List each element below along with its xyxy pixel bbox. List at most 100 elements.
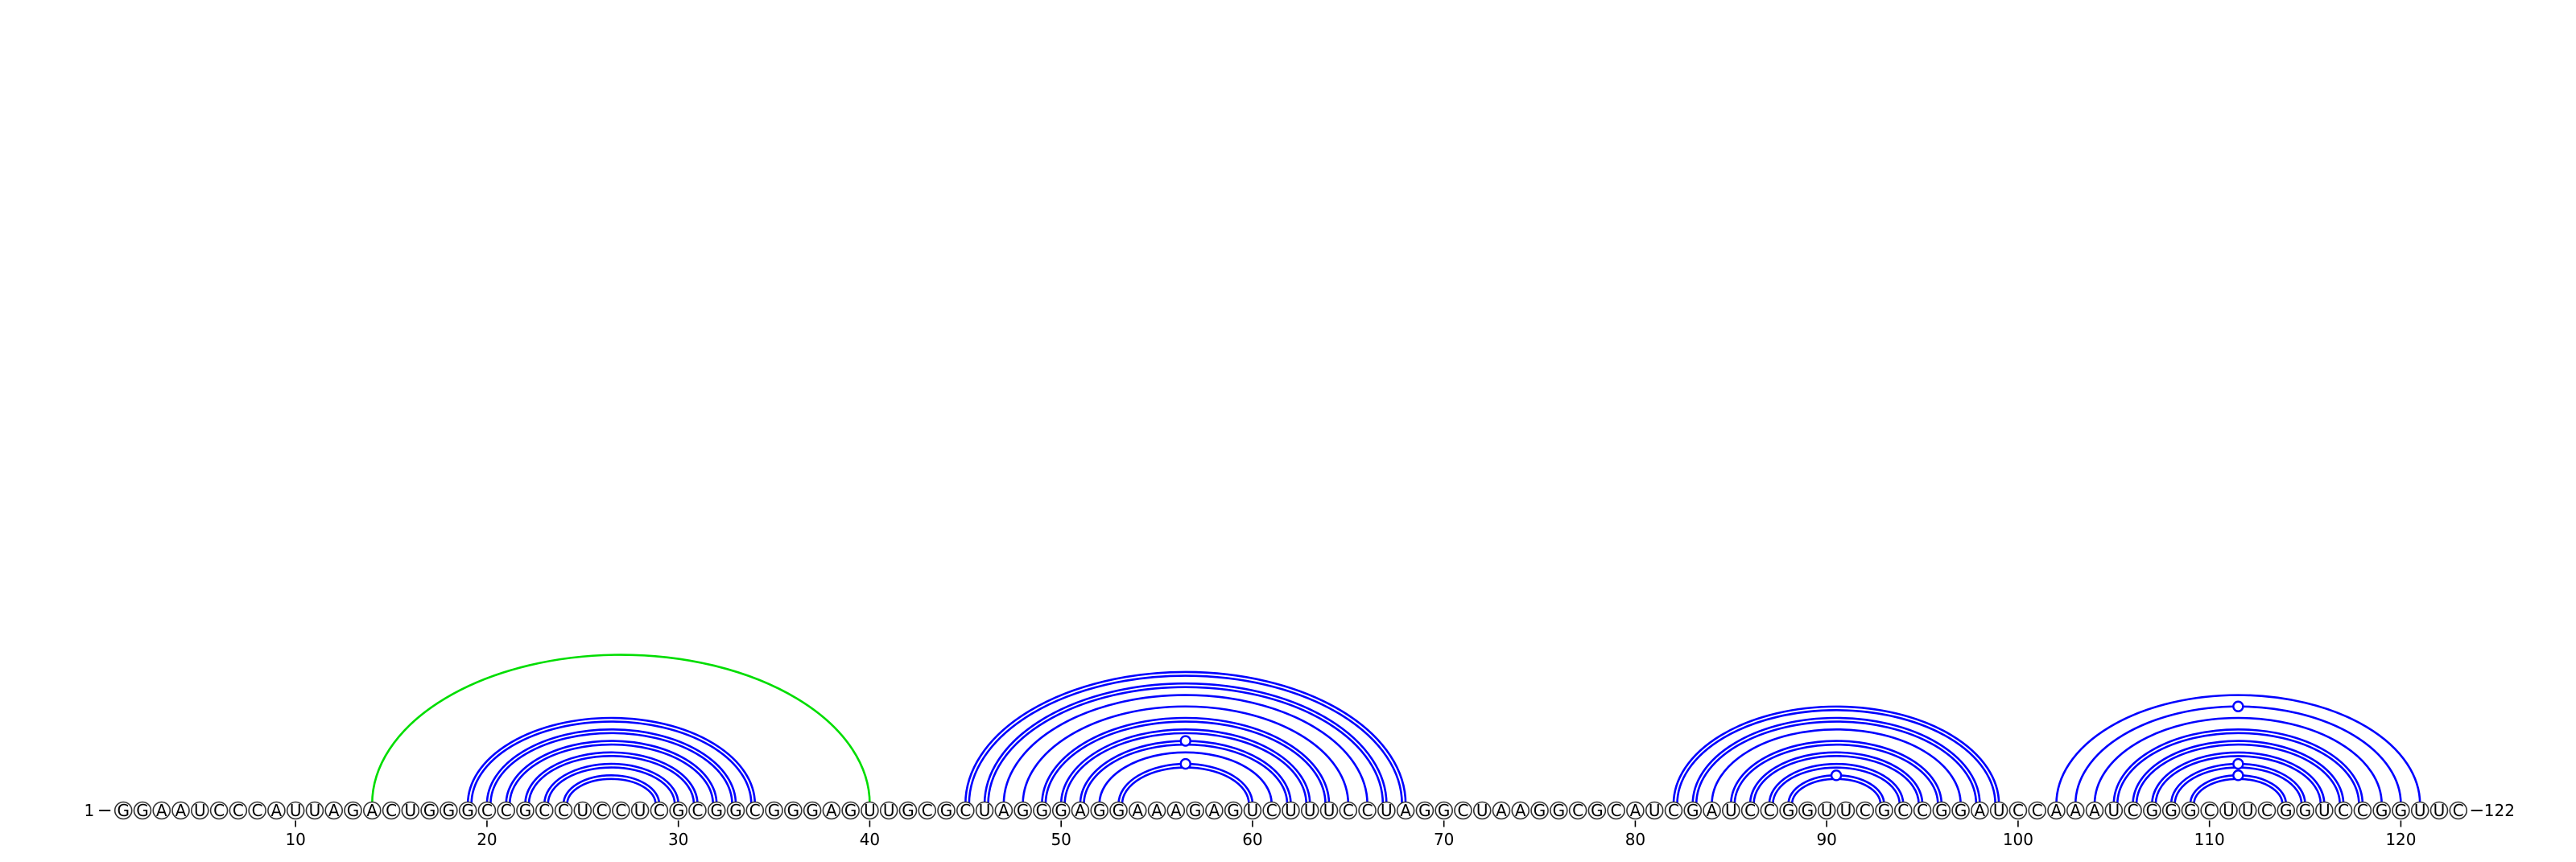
nucleotide-circle xyxy=(2200,801,2219,820)
nucleotide: A xyxy=(2047,801,2066,820)
base-pair-arc xyxy=(2093,716,2383,805)
nucleotide: C xyxy=(1913,801,1932,820)
nucleotide-circle xyxy=(1033,801,1051,820)
nucleotide: C xyxy=(497,801,516,820)
nucleotide-letter: C xyxy=(386,801,397,820)
nucleotide-letter: A xyxy=(366,801,378,820)
base-pair-arc xyxy=(543,762,679,805)
nucleotide: G xyxy=(937,801,956,820)
nucleotide: A xyxy=(1971,801,1989,820)
nucleotide: U xyxy=(2219,801,2238,820)
base-pair-arc xyxy=(1022,705,1350,805)
nucleotide: U xyxy=(630,801,650,820)
nucleotide-letter: C xyxy=(922,801,933,820)
base-pair-arc xyxy=(1002,694,1368,805)
nucleotide-circle xyxy=(133,801,152,820)
nucleotide-letter: G xyxy=(1782,801,1795,820)
nucleotide: G xyxy=(784,801,803,820)
nucleotide-circle xyxy=(1779,801,1798,820)
nucleotide-letter: G xyxy=(2376,801,2388,820)
nucleotide-circle xyxy=(2410,801,2429,820)
base-pair-arc xyxy=(1772,766,1901,805)
noncanonical-marker xyxy=(1179,757,1191,770)
nucleotide-circle xyxy=(1358,801,1377,820)
nucleotide: G xyxy=(2296,801,2314,820)
nucleotide-letter: U xyxy=(309,801,321,820)
noncanonical-marker xyxy=(2232,757,2244,770)
nucleotide-letter: G xyxy=(117,801,130,820)
nucleotide-letter: U xyxy=(1840,801,1852,820)
nucleotide-circle xyxy=(1951,801,1970,820)
nucleotide-circle xyxy=(1511,801,1530,820)
nucleotide: U xyxy=(573,801,592,820)
base-pair-arc xyxy=(1059,728,1311,805)
base-pair-arc xyxy=(527,755,696,805)
nucleotide-circle xyxy=(1798,801,1817,820)
nucleotide-circle xyxy=(1740,801,1760,820)
nucleotide: C xyxy=(745,801,765,820)
nucleotide-letter: A xyxy=(175,801,187,820)
nucleotide-letter: G xyxy=(2280,801,2293,820)
nucleotide: C xyxy=(209,801,229,820)
base-pair-arc xyxy=(968,674,1403,805)
nucleotide-letter: G xyxy=(2184,801,2197,820)
nucleotide: G xyxy=(440,801,458,820)
tick-label: 110 xyxy=(2194,830,2225,849)
nucleotide-circle xyxy=(650,801,669,820)
nucleotide-circle xyxy=(2392,801,2410,820)
base-pair-arc xyxy=(508,743,715,805)
nucleotide-letter: A xyxy=(2051,801,2062,820)
nucleotide-circle xyxy=(2315,801,2334,820)
noncanonical-marker xyxy=(1179,735,1191,747)
nucleotide-circle xyxy=(1550,801,1568,820)
nucleotide-circle xyxy=(477,801,497,820)
nucleotide-circle xyxy=(1051,801,1071,820)
nucleotide: U xyxy=(1472,801,1492,820)
nucleotide-letter: G xyxy=(1036,801,1049,820)
base-pair-arc xyxy=(1748,751,1924,805)
nucleotide-letter: U xyxy=(1821,801,1833,820)
nucleotide-circle xyxy=(248,801,266,820)
nucleotide-letter: C xyxy=(2032,801,2043,820)
nucleotide: A xyxy=(152,801,171,820)
nucleotide-circle xyxy=(861,801,879,820)
nucleotide-circle xyxy=(2449,801,2468,820)
nucleotide-circle xyxy=(2008,801,2028,820)
nucleotide-letter: U xyxy=(2242,801,2254,820)
nucleotide-letter: G xyxy=(1189,801,1202,820)
nucleotide: C xyxy=(1339,801,1358,820)
nucleotide-circle xyxy=(324,801,344,820)
nucleotide-letter: U xyxy=(2318,801,2330,820)
nucleotide-letter: C xyxy=(1572,801,1583,820)
nucleotide-letter: G xyxy=(1438,801,1451,820)
nucleotide-letter: G xyxy=(1418,801,1431,820)
nucleotide-letter: G xyxy=(1802,801,1814,820)
nucleotide-letter: G xyxy=(443,801,456,820)
nucleotide-circle xyxy=(344,801,362,820)
nucleotide-circle xyxy=(516,801,535,820)
base-pair-arc xyxy=(1691,716,1981,805)
nucleotide-circle xyxy=(497,801,516,820)
nucleotide-letter: C xyxy=(960,801,971,820)
nucleotide-circle xyxy=(2238,801,2257,820)
nucleotide-circle xyxy=(2334,801,2353,820)
nucleotide: C xyxy=(535,801,554,820)
nucleotide: C xyxy=(2257,801,2277,820)
nucleotide-letter: G xyxy=(1878,801,1891,820)
nucleotide-letter: C xyxy=(2204,801,2215,820)
nucleotide-circle xyxy=(1224,801,1243,820)
nucleotide: C xyxy=(650,801,669,820)
nucleotide: G xyxy=(133,801,152,820)
nucleotide-letter: A xyxy=(1151,801,1162,820)
nucleotide-letter: A xyxy=(1975,801,1986,820)
tick-label: 70 xyxy=(1434,830,1454,849)
nucleotide-circle xyxy=(1186,801,1204,820)
nucleotide-circle xyxy=(822,801,841,820)
nucleotide-letter: U xyxy=(1649,801,1661,820)
nucleotide: U xyxy=(401,801,420,820)
tick-label: 120 xyxy=(2385,830,2416,849)
nucleotide: A xyxy=(1703,801,1721,820)
nucleotide: G xyxy=(898,801,918,820)
nucleotide: A xyxy=(1128,801,1147,820)
nucleotide: A xyxy=(1396,801,1415,820)
